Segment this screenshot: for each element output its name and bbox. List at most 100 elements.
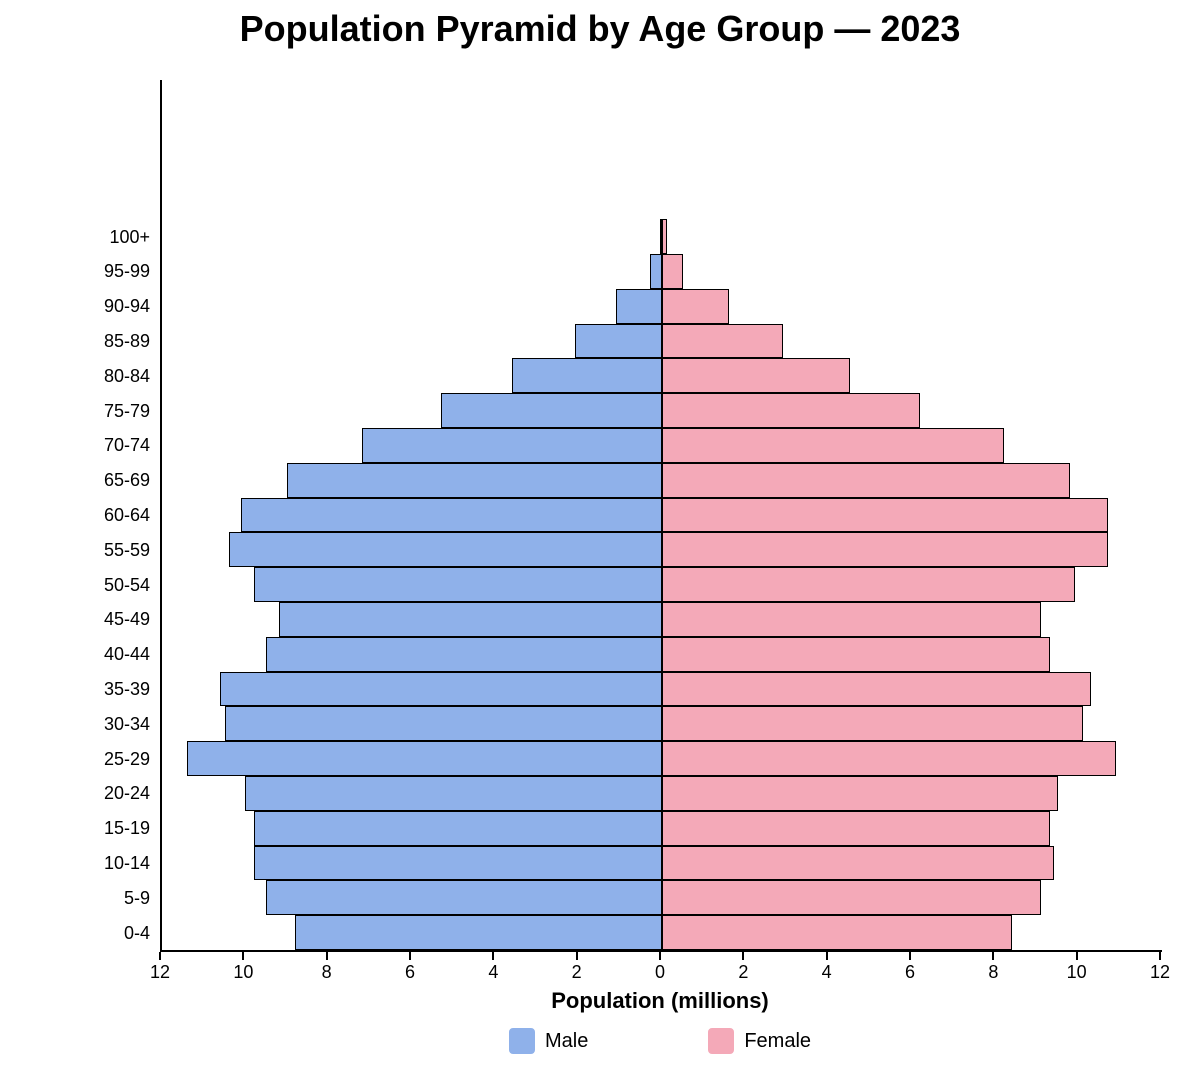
x-axis-tick	[326, 952, 328, 960]
bar-male	[254, 846, 662, 881]
pyramid-row	[162, 358, 1162, 393]
bar-male	[575, 324, 663, 359]
x-axis-tick	[992, 952, 994, 960]
bar-female	[662, 254, 683, 289]
y-axis-label: 10-14	[104, 854, 150, 872]
x-axis-tick	[409, 952, 411, 960]
bar-female	[662, 358, 850, 393]
y-axis-label: 45-49	[104, 610, 150, 628]
bar-male	[295, 915, 662, 950]
pyramid-row	[162, 846, 1162, 881]
pyramid-row	[162, 289, 1162, 324]
y-axis-label: 70-74	[104, 436, 150, 454]
bar-male	[220, 672, 662, 707]
bar-male	[266, 637, 662, 672]
bar-male	[229, 532, 662, 567]
pyramid-row	[162, 498, 1162, 533]
x-axis-label: 2	[572, 962, 582, 983]
bar-female	[662, 637, 1050, 672]
bar-male	[225, 706, 663, 741]
bar-female	[662, 706, 1083, 741]
bar-male	[616, 289, 662, 324]
y-axis-label: 15-19	[104, 819, 150, 837]
x-axis-tick	[909, 952, 911, 960]
x-axis-tick	[1076, 952, 1078, 960]
bar-female	[662, 393, 920, 428]
bar-male	[279, 602, 662, 637]
bar-female	[662, 915, 1012, 950]
pyramid-row	[162, 324, 1162, 359]
bar-male	[254, 567, 662, 602]
x-axis-label: 4	[822, 962, 832, 983]
x-axis-tick	[1159, 952, 1161, 960]
x-axis-title: Population (millions)	[160, 988, 1160, 1014]
chart-legend: Male Female	[160, 1028, 1160, 1054]
bar-female	[662, 219, 667, 254]
pyramid-row	[162, 741, 1162, 776]
bar-female	[662, 428, 1004, 463]
bar-female	[662, 776, 1058, 811]
plot-area	[160, 80, 1162, 952]
legend-item-female: Female	[708, 1028, 811, 1054]
bar-female	[662, 846, 1054, 881]
x-axis-tick	[659, 952, 661, 960]
x-axis-label: 12	[1150, 962, 1170, 983]
pyramid-row	[162, 463, 1162, 498]
bar-female	[662, 672, 1091, 707]
population-pyramid-chart: Population Pyramid by Age Group — 2023 0…	[0, 0, 1200, 1080]
y-axis-label: 60-64	[104, 506, 150, 524]
y-axis-label: 75-79	[104, 402, 150, 420]
bar-male	[187, 741, 662, 776]
y-axis-label: 25-29	[104, 750, 150, 768]
bar-male	[287, 463, 662, 498]
pyramid-row	[162, 672, 1162, 707]
bar-female	[662, 532, 1108, 567]
x-axis-label: 12	[150, 962, 170, 983]
y-axis-label: 40-44	[104, 645, 150, 663]
x-axis-label: 6	[905, 962, 915, 983]
legend-label-male: Male	[545, 1030, 588, 1053]
x-axis-label: 6	[405, 962, 415, 983]
bar-female	[662, 289, 729, 324]
y-axis-label: 65-69	[104, 471, 150, 489]
x-axis-label: 8	[988, 962, 998, 983]
x-axis-label: 2	[738, 962, 748, 983]
bar-female	[662, 498, 1108, 533]
y-axis-label: 20-24	[104, 784, 150, 802]
bar-male	[441, 393, 662, 428]
pyramid-row	[162, 428, 1162, 463]
chart-title: Population Pyramid by Age Group — 2023	[0, 8, 1200, 50]
legend-swatch-male	[509, 1028, 535, 1054]
x-axis-label: 8	[322, 962, 332, 983]
bar-female	[662, 324, 783, 359]
bar-female	[662, 811, 1050, 846]
legend-swatch-female	[708, 1028, 734, 1054]
x-axis-label: 0	[655, 962, 665, 983]
y-axis-label: 5-9	[124, 889, 150, 907]
bar-male	[650, 254, 663, 289]
legend-item-male: Male	[509, 1028, 588, 1054]
x-axis-label: 4	[488, 962, 498, 983]
bar-female	[662, 602, 1041, 637]
bar-male	[254, 811, 662, 846]
y-axis-label: 90-94	[104, 297, 150, 315]
pyramid-row	[162, 776, 1162, 811]
bar-male	[512, 358, 662, 393]
y-axis-label: 80-84	[104, 367, 150, 385]
pyramid-row	[162, 880, 1162, 915]
pyramid-row	[162, 532, 1162, 567]
bar-male	[245, 776, 662, 811]
y-axis-label: 30-34	[104, 715, 150, 733]
y-axis-label: 50-54	[104, 576, 150, 594]
bar-female	[662, 741, 1116, 776]
x-axis-label: 10	[233, 962, 253, 983]
x-axis-tick	[492, 952, 494, 960]
pyramid-row	[162, 706, 1162, 741]
x-axis-label: 10	[1067, 962, 1087, 983]
x-axis: 12108642024681012	[160, 950, 1160, 980]
bar-male	[266, 880, 662, 915]
x-axis-tick	[242, 952, 244, 960]
x-axis-tick	[742, 952, 744, 960]
legend-label-female: Female	[744, 1030, 811, 1053]
y-axis-label: 85-89	[104, 332, 150, 350]
